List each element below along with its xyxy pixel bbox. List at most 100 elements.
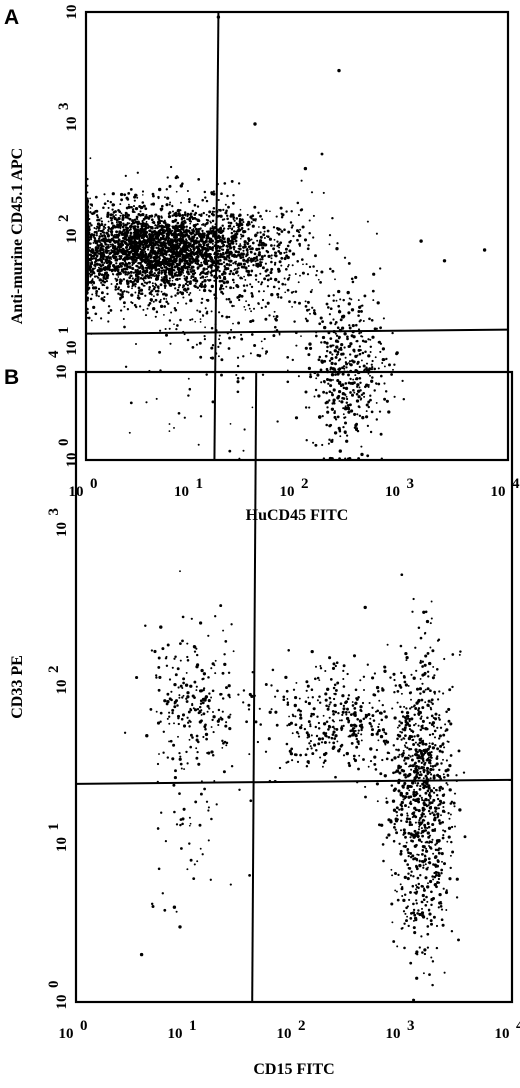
- data-point: [228, 256, 231, 260]
- data-point: [157, 247, 160, 250]
- data-point: [294, 290, 298, 293]
- data-point: [369, 430, 373, 434]
- data-point: [146, 262, 150, 266]
- data-point: [342, 413, 345, 416]
- data-point: [436, 755, 439, 758]
- data-point: [217, 355, 220, 358]
- data-point: [317, 727, 321, 730]
- data-point: [260, 243, 264, 246]
- data-point: [367, 372, 370, 375]
- data-point: [218, 338, 221, 341]
- data-point: [141, 256, 145, 259]
- data-point: [169, 165, 173, 169]
- data-point: [114, 269, 117, 273]
- data-point: [156, 264, 160, 267]
- data-point: [199, 689, 204, 693]
- data-point: [324, 354, 328, 358]
- data-point: [186, 280, 189, 283]
- data-point: [148, 229, 151, 232]
- data-point: [261, 218, 264, 221]
- data-point: [249, 250, 253, 254]
- data-point: [132, 271, 135, 274]
- data-point: [327, 705, 330, 708]
- data-point: [96, 242, 99, 245]
- data-point: [320, 381, 323, 384]
- data-point: [150, 214, 154, 218]
- data-point: [158, 753, 160, 755]
- data-point: [337, 712, 340, 715]
- data-point: [127, 261, 131, 265]
- data-point: [134, 234, 136, 237]
- data-point: [209, 220, 211, 223]
- data-point: [338, 400, 341, 402]
- data-point: [168, 203, 171, 206]
- data-point: [328, 243, 331, 246]
- data-point: [377, 739, 380, 742]
- data-point: [96, 222, 101, 226]
- data-point: [182, 228, 185, 231]
- data-point: [361, 339, 365, 343]
- data-point: [381, 703, 384, 707]
- data-point: [442, 834, 445, 837]
- data-point: [245, 720, 248, 724]
- data-point: [298, 242, 301, 246]
- data-point: [249, 248, 252, 251]
- data-point: [447, 835, 451, 839]
- data-point: [188, 220, 191, 223]
- data-point: [157, 245, 160, 247]
- data-point: [419, 770, 422, 773]
- data-point: [336, 242, 339, 245]
- data-point: [94, 240, 98, 244]
- data-point: [346, 707, 349, 711]
- data-point: [321, 414, 324, 418]
- data-point: [377, 725, 380, 729]
- data-point: [176, 324, 179, 327]
- data-point: [407, 924, 410, 928]
- data-point: [212, 227, 215, 230]
- data-point: [162, 278, 165, 281]
- data-point: [249, 320, 253, 323]
- data-point: [208, 707, 211, 710]
- data-point: [333, 402, 336, 405]
- data-point: [245, 248, 249, 252]
- data-point: [171, 214, 174, 217]
- data-point: [403, 946, 406, 950]
- data-point: [131, 266, 135, 271]
- data-point: [211, 262, 214, 265]
- data-point: [270, 257, 273, 260]
- data-point: [174, 673, 178, 677]
- data-point: [264, 750, 268, 753]
- data-point: [337, 359, 340, 362]
- data-point: [195, 259, 199, 262]
- data-point: [343, 346, 346, 349]
- data-point: [111, 192, 115, 196]
- data-point: [266, 278, 270, 282]
- data-point: [204, 262, 208, 266]
- data-point: [165, 229, 169, 232]
- data-point: [242, 355, 245, 358]
- data-point: [285, 254, 289, 258]
- data-point: [198, 247, 200, 250]
- data-point: [317, 742, 321, 746]
- data-point: [201, 280, 204, 284]
- data-point: [285, 742, 289, 746]
- data-point: [179, 291, 182, 294]
- data-point: [341, 694, 345, 698]
- data-point: [369, 717, 372, 720]
- data-point: [121, 292, 124, 296]
- data-point: [378, 699, 381, 702]
- data-point: [322, 761, 326, 764]
- data-point: [186, 762, 189, 765]
- data-point: [440, 762, 443, 765]
- data-point: [325, 391, 328, 395]
- data-point: [102, 251, 105, 255]
- data-point: [265, 235, 268, 238]
- data-point: [102, 255, 105, 258]
- data-point: [210, 266, 213, 269]
- data-point: [94, 257, 98, 260]
- data-point: [371, 359, 374, 363]
- data-point: [193, 279, 197, 282]
- data-point: [280, 230, 284, 233]
- x-tick-exponent: 4: [512, 476, 520, 492]
- data-point: [121, 214, 125, 218]
